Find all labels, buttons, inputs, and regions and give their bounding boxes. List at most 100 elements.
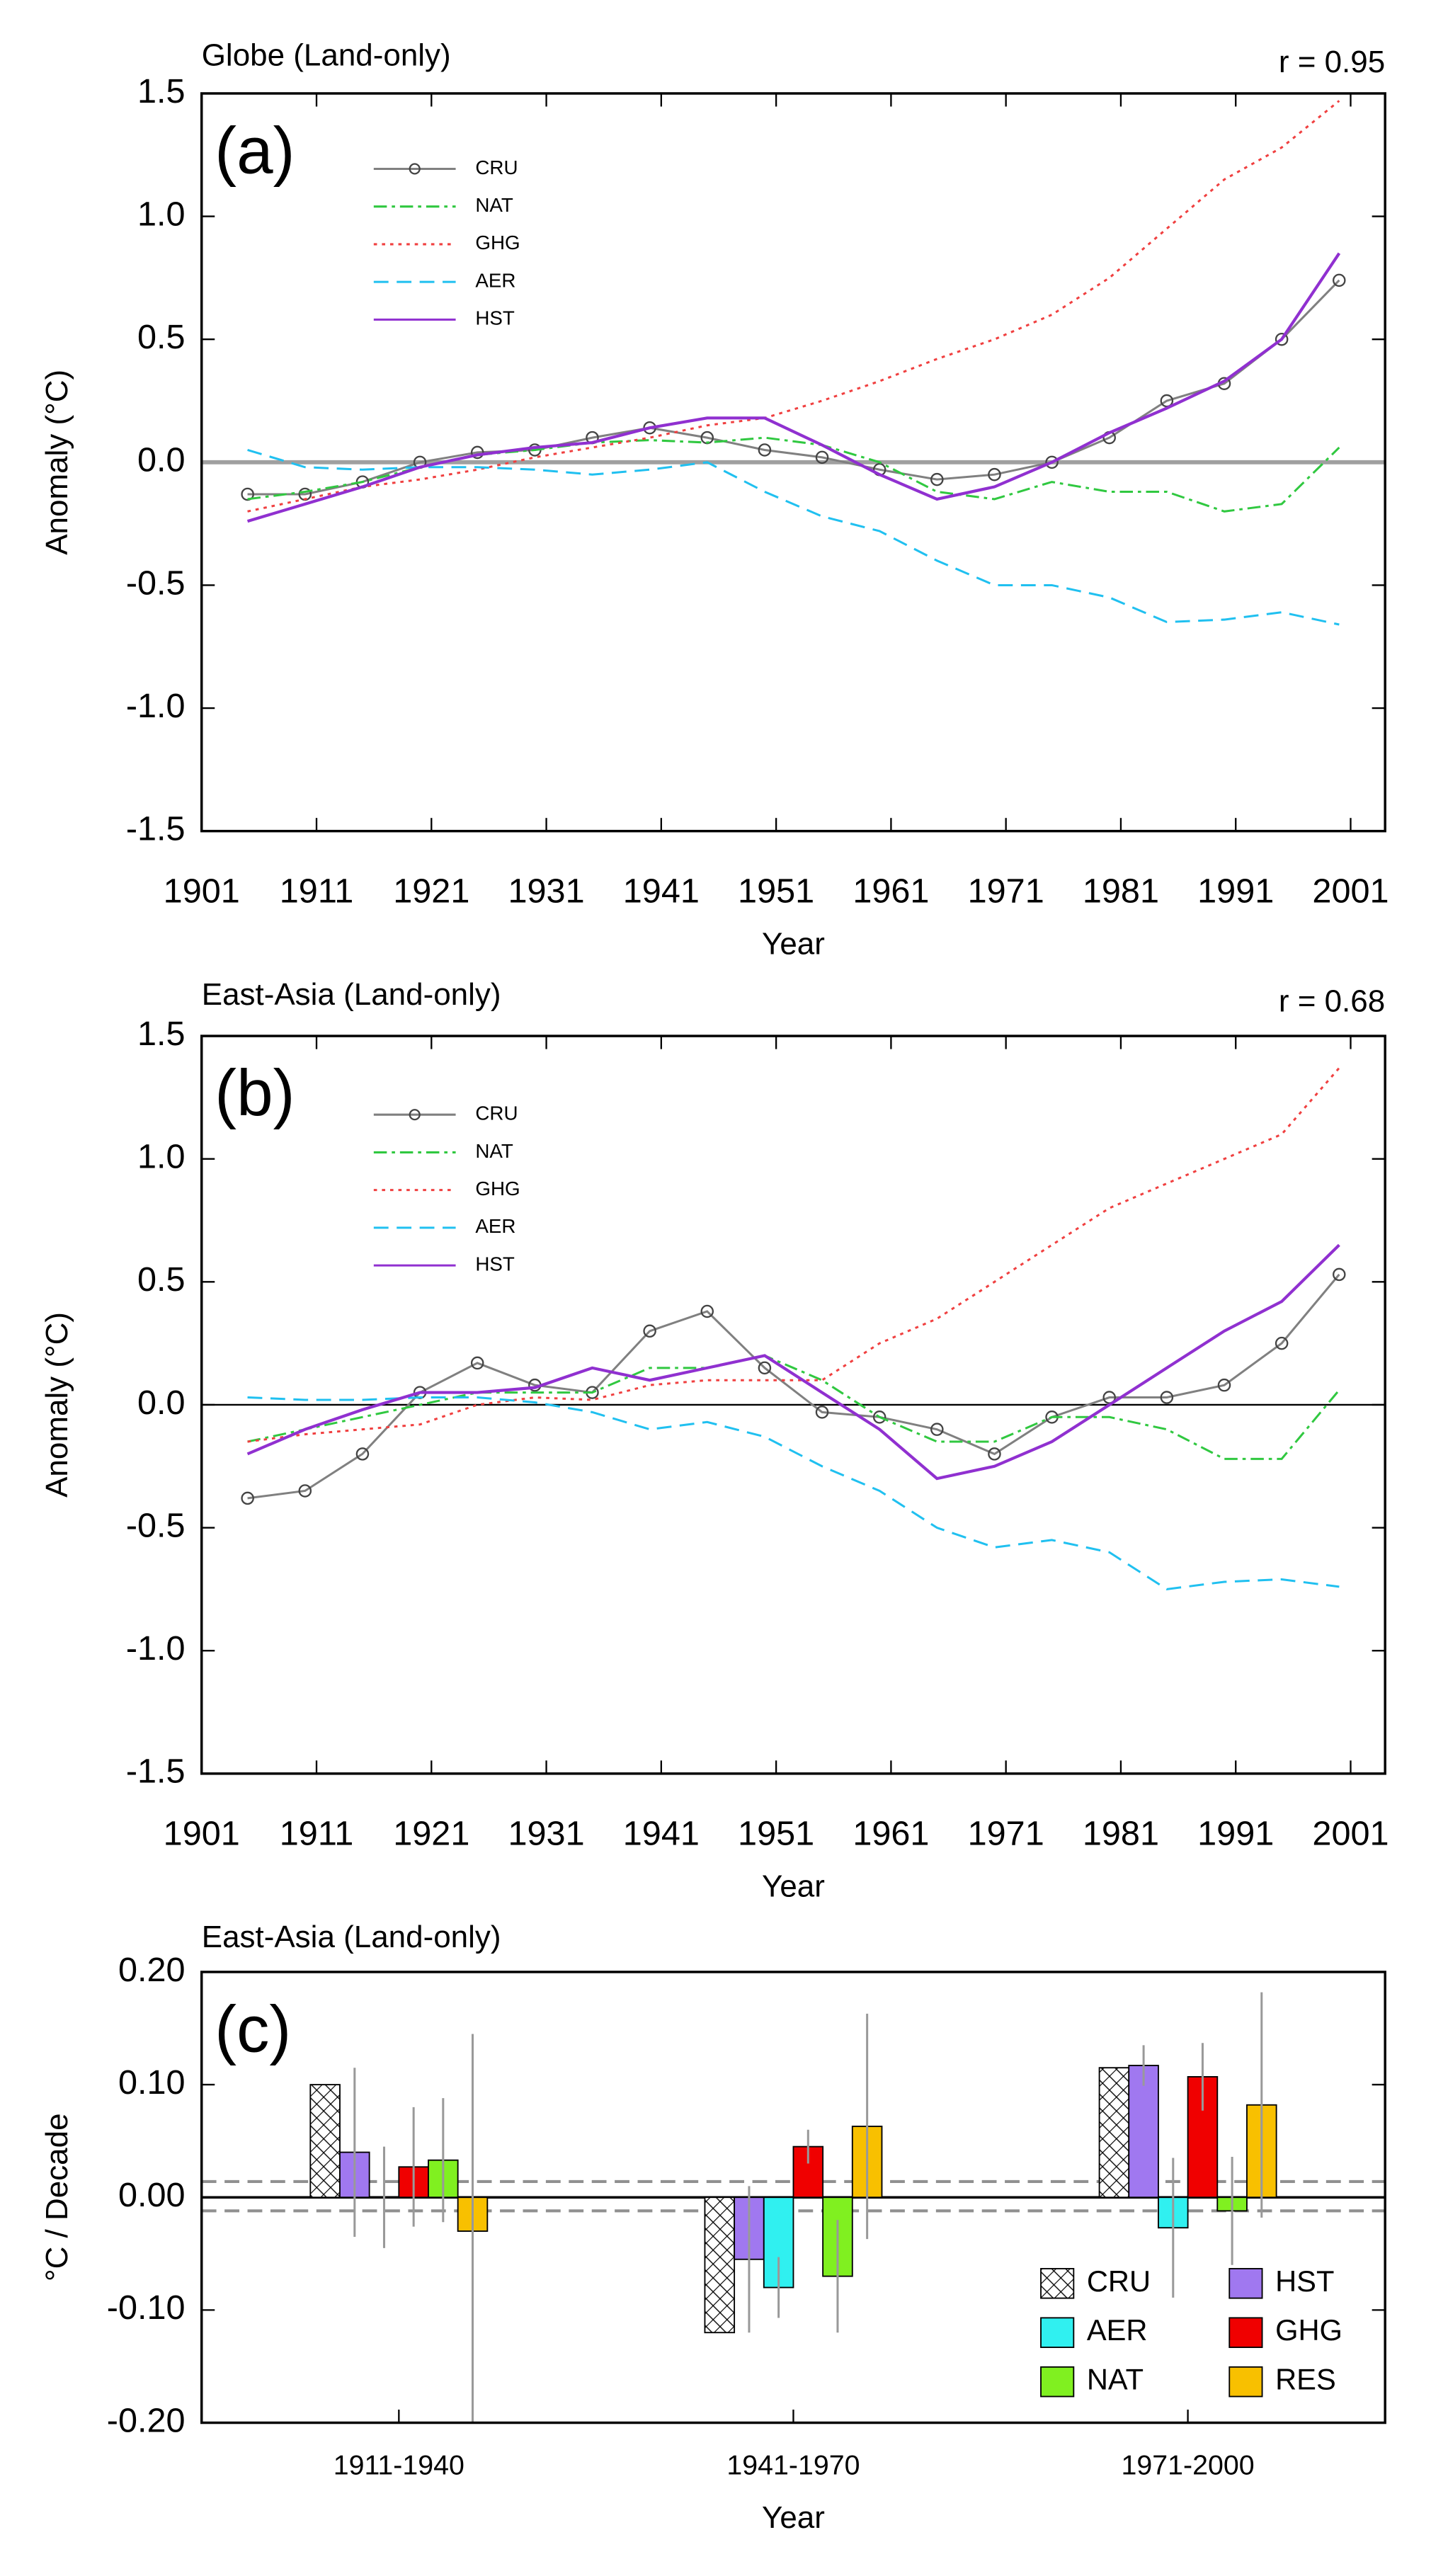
legend-swatch: [1040, 2366, 1075, 2398]
bar: [704, 2196, 736, 2334]
legend-label: HST: [475, 307, 515, 329]
series-line: [247, 436, 1340, 513]
panel-title: East-Asia (Land-only): [202, 977, 501, 1012]
legend-label: NAT: [475, 1140, 513, 1162]
x-tick-label: 1971: [968, 1815, 1044, 1853]
panel-label: (c): [215, 1992, 291, 2065]
y-tick-label: 0.00: [118, 2176, 186, 2214]
y-tick-label: -0.10: [107, 2289, 186, 2327]
panel-title: Globe (Land-only): [202, 38, 451, 73]
y-tick-label: -1.0: [126, 1629, 186, 1668]
data-point: [1217, 1378, 1231, 1392]
annotation: r = 0.68: [1279, 984, 1385, 1018]
x-axis-label: Year: [762, 1869, 825, 1903]
x-tick-label: 1971: [968, 872, 1044, 911]
data-point: [470, 1356, 484, 1370]
series-line: [247, 100, 1340, 513]
y-tick-label: -1.5: [126, 1753, 186, 1791]
y-axis-label: Anomaly (°C): [40, 1312, 74, 1498]
data-point: [241, 1491, 254, 1505]
legend-label: GHG: [475, 1178, 520, 1199]
data-point: [1160, 1391, 1174, 1404]
x-tick-label: 1991: [1197, 872, 1274, 911]
y-tick-label: 0.10: [118, 2063, 186, 2102]
x-tick-label: 1941-1970: [726, 2449, 860, 2480]
legend-label: HST: [475, 1253, 515, 1275]
x-tick-label: 1941: [623, 872, 700, 911]
x-tick-label: 1911: [280, 1815, 354, 1853]
panel-label: (b): [215, 1056, 295, 1129]
y-tick-label: -0.20: [107, 2401, 186, 2439]
series-line: [247, 1354, 1340, 1460]
data-point: [930, 1423, 944, 1436]
series-line: [247, 1396, 1340, 1590]
x-tick-label: 1991: [1197, 1815, 1274, 1853]
x-tick-label: 1981: [1083, 1815, 1159, 1853]
y-tick-label: 1.5: [137, 1015, 186, 1053]
panel-title: East-Asia (Land-only): [202, 1920, 501, 1954]
data-point: [470, 445, 484, 460]
legend-label: AER: [475, 1215, 515, 1237]
legend-label: NAT: [1087, 2363, 1144, 2396]
plot-frame: [200, 1035, 1386, 1775]
x-tick-label: 1901: [164, 1815, 240, 1853]
x-tick-label: 1981: [1083, 872, 1159, 911]
series-line: [247, 449, 1340, 626]
data-point: [643, 1324, 656, 1338]
data-point: [988, 467, 1001, 481]
x-tick-label: 1901: [164, 872, 240, 911]
x-tick-label: 1961: [853, 1815, 929, 1853]
legend-label: HST: [1275, 2264, 1334, 2298]
data-point: [758, 1361, 772, 1375]
plot-frame: [200, 1971, 1386, 2424]
y-tick-label: 0.5: [137, 318, 186, 356]
data-point: [930, 472, 944, 486]
y-axis-label: °C / Decade: [40, 2113, 74, 2281]
y-tick-label: 1.5: [137, 72, 186, 110]
y-tick-label: -0.5: [126, 564, 186, 602]
x-tick-label: 1951: [738, 1815, 814, 1853]
legend-label: GHG: [475, 232, 520, 253]
bar: [309, 2084, 341, 2199]
x-tick-label: 1941: [623, 1815, 700, 1853]
y-tick-label: 0.5: [137, 1260, 186, 1299]
x-tick-label: 1921: [393, 872, 469, 911]
legend-marker: [409, 163, 421, 175]
legend-label: CRU: [475, 156, 518, 178]
data-point: [988, 1447, 1001, 1461]
data-point: [700, 1304, 714, 1318]
y-tick-label: 0.0: [137, 1384, 186, 1422]
x-axis-label: Year: [762, 926, 825, 961]
legend-swatch: [1228, 2268, 1263, 2299]
legend-swatch: [1040, 2268, 1075, 2299]
legend-label: GHG: [1275, 2313, 1342, 2347]
x-tick-label: 1951: [738, 872, 814, 911]
series-line: [247, 1273, 1340, 1500]
x-axis-label: Year: [762, 2500, 825, 2535]
data-point: [1333, 273, 1346, 287]
x-tick-label: 1971-2000: [1122, 2449, 1255, 2480]
x-tick-label: 2001: [1312, 872, 1389, 911]
y-tick-label: 0.0: [137, 441, 186, 479]
y-axis-label: Anomaly (°C): [40, 370, 74, 555]
legend-label: NAT: [475, 194, 513, 216]
legend-label: CRU: [1087, 2264, 1151, 2298]
bar: [1098, 2067, 1130, 2199]
data-point: [815, 1406, 829, 1419]
x-tick-label: 1931: [508, 1815, 585, 1853]
legend-label: CRU: [475, 1102, 518, 1124]
data-point: [1045, 455, 1059, 469]
plot-frame: [200, 92, 1386, 833]
series-line: [246, 1243, 1340, 1481]
x-tick-label: 2001: [1312, 1815, 1389, 1853]
y-tick-label: -1.5: [126, 810, 186, 848]
data-point: [815, 450, 829, 465]
series-line: [246, 252, 1341, 523]
data-point: [1275, 332, 1289, 346]
x-tick-label: 1961: [853, 872, 929, 911]
x-tick-label: 1911-1940: [333, 2449, 464, 2480]
legend-label: RES: [1275, 2363, 1336, 2396]
data-point: [241, 487, 254, 501]
data-point: [1275, 1336, 1289, 1350]
